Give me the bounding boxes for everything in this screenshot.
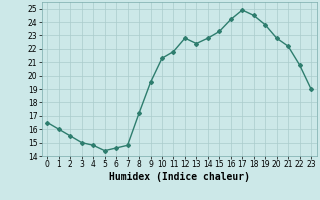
X-axis label: Humidex (Indice chaleur): Humidex (Indice chaleur) xyxy=(109,172,250,182)
